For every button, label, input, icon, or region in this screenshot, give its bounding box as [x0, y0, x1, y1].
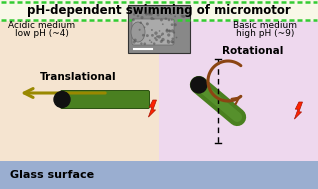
Circle shape	[161, 40, 163, 41]
Circle shape	[139, 29, 141, 31]
Text: Glass surface: Glass surface	[10, 170, 94, 180]
Circle shape	[174, 15, 176, 17]
Circle shape	[141, 16, 143, 19]
Circle shape	[161, 33, 164, 35]
Text: high pH (~9): high pH (~9)	[236, 29, 294, 39]
Circle shape	[137, 15, 139, 17]
Circle shape	[171, 23, 173, 26]
Circle shape	[176, 37, 177, 38]
Circle shape	[161, 34, 162, 36]
Circle shape	[169, 29, 171, 32]
Circle shape	[157, 35, 161, 39]
Text: low pH (~4): low pH (~4)	[15, 29, 69, 39]
Circle shape	[166, 29, 169, 33]
Circle shape	[151, 29, 153, 31]
Circle shape	[168, 30, 171, 33]
Bar	[0, 0, 318, 21]
Circle shape	[157, 14, 159, 16]
Circle shape	[153, 18, 155, 20]
Circle shape	[168, 19, 170, 21]
Polygon shape	[149, 100, 156, 117]
Circle shape	[182, 15, 185, 18]
Circle shape	[154, 31, 158, 35]
Circle shape	[159, 30, 160, 32]
Bar	[0, 161, 318, 189]
Circle shape	[133, 41, 136, 44]
FancyBboxPatch shape	[132, 19, 174, 45]
Circle shape	[171, 19, 173, 21]
Circle shape	[172, 41, 174, 44]
Circle shape	[150, 17, 154, 20]
Circle shape	[150, 41, 152, 43]
Circle shape	[134, 39, 137, 42]
Circle shape	[162, 23, 164, 25]
Circle shape	[154, 37, 156, 39]
Circle shape	[174, 23, 177, 26]
Circle shape	[54, 91, 70, 108]
Ellipse shape	[131, 22, 145, 42]
Text: Basic medium: Basic medium	[233, 22, 297, 30]
Circle shape	[165, 17, 167, 20]
Circle shape	[142, 34, 145, 37]
Circle shape	[166, 29, 169, 31]
Circle shape	[140, 42, 143, 45]
Circle shape	[153, 42, 156, 45]
Circle shape	[144, 26, 145, 28]
Circle shape	[156, 35, 158, 38]
Circle shape	[167, 40, 170, 44]
Bar	[159, 21, 318, 161]
Text: Acidic medium: Acidic medium	[9, 22, 76, 30]
Circle shape	[170, 40, 174, 43]
Circle shape	[148, 13, 150, 16]
Bar	[128, 5, 190, 53]
Circle shape	[145, 12, 148, 15]
Circle shape	[149, 12, 153, 16]
Text: Translational: Translational	[40, 72, 116, 82]
Circle shape	[160, 40, 163, 43]
Polygon shape	[294, 102, 302, 119]
Circle shape	[170, 13, 172, 15]
Circle shape	[133, 13, 135, 16]
Circle shape	[167, 33, 170, 37]
Circle shape	[140, 22, 142, 24]
Circle shape	[171, 37, 174, 40]
Circle shape	[146, 22, 149, 26]
Circle shape	[149, 40, 151, 41]
Circle shape	[143, 43, 146, 45]
Circle shape	[181, 14, 183, 17]
Circle shape	[151, 34, 154, 37]
Circle shape	[161, 38, 165, 41]
Circle shape	[146, 34, 149, 37]
Circle shape	[167, 40, 169, 42]
Text: Rotational: Rotational	[222, 46, 284, 56]
Circle shape	[132, 18, 135, 21]
Bar	[0, 21, 159, 161]
Circle shape	[191, 77, 207, 93]
Circle shape	[160, 19, 163, 21]
Circle shape	[155, 39, 158, 41]
Text: pH-dependent swimming of micromotor: pH-dependent swimming of micromotor	[27, 4, 291, 17]
Circle shape	[171, 29, 174, 33]
Circle shape	[173, 32, 175, 34]
FancyBboxPatch shape	[60, 91, 149, 108]
